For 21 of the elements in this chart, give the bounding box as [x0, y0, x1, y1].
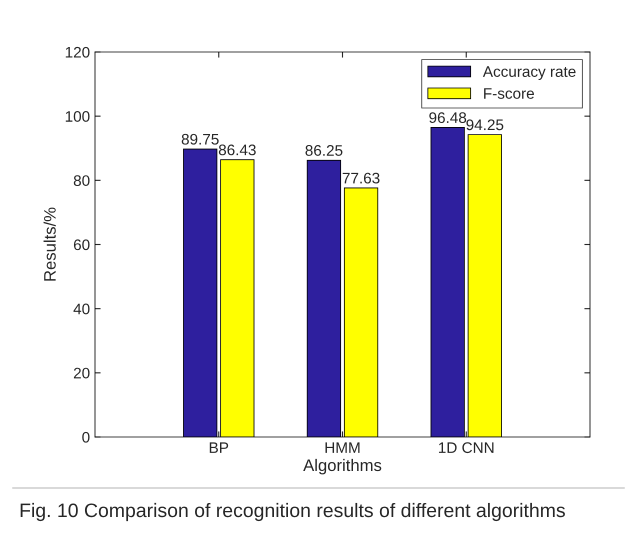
y-tick-label: 40: [74, 304, 90, 314]
x-tick-label: 1D CNN: [438, 442, 494, 454]
y-tick-label: 80: [74, 175, 90, 186]
y-tick-label: 120: [66, 46, 90, 58]
data-label: 89.75: [182, 134, 219, 145]
data-label: 94.25: [466, 119, 504, 130]
x-tick-label: HMM: [326, 442, 360, 453]
legend-label: F-score: [484, 88, 534, 99]
y-tick-label: 20: [74, 368, 90, 379]
data-label: 96.48: [429, 112, 466, 124]
y-tick-label: 100: [66, 111, 90, 122]
legend-label: Accuracy rate: [482, 66, 576, 80]
caption: Fig. 10 Comparison of recognition results of different algorithms: [20, 502, 565, 522]
x-axis-title: Algorithms: [303, 458, 382, 474]
y-tick-label: 0: [82, 432, 90, 443]
y-tick-label: 60: [74, 239, 90, 250]
data-label: 86.25: [305, 145, 342, 156]
x-tick-label: BP: [210, 442, 228, 453]
data-label: 77.63: [342, 172, 380, 184]
y-axis-title: Results/%: [44, 208, 56, 281]
data-label: 86.43: [218, 144, 256, 156]
